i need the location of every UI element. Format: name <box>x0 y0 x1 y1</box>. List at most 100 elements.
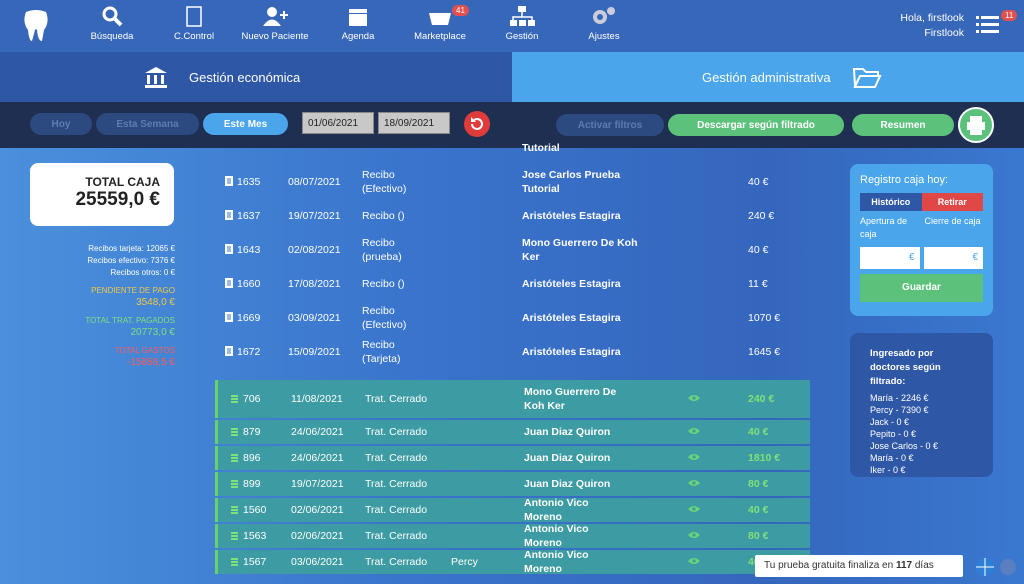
treatment-row[interactable]: 1560 02/06/2021 Trat. Cerrado Antonio Vico … <box>215 497 810 523</box>
summary-button[interactable]: Resumen <box>852 114 954 136</box>
cell: 1660 <box>225 277 260 291</box>
treatment-row[interactable]: 896 24/06/2021 Trat. Cerrado Juan Diaz Quir… <box>215 446 810 470</box>
id: 1567 <box>243 556 267 568</box>
date: 19/07/2021 <box>288 210 341 222</box>
pending-value: 3548,0 € <box>136 297 175 308</box>
view-icon[interactable] <box>688 555 700 569</box>
view-icon[interactable] <box>688 392 700 406</box>
filter-button[interactable]: Esta Semana <box>96 113 199 135</box>
view-icon[interactable] <box>688 477 700 491</box>
withdraw-button[interactable]: Retirar <box>921 193 983 211</box>
id: 706 <box>243 393 261 405</box>
patient: Antonio Vico Moreno <box>524 497 589 523</box>
reset-button[interactable] <box>464 111 490 137</box>
view-icon[interactable] <box>688 503 700 517</box>
cell: 896 <box>230 451 261 465</box>
patient: Juan Diaz Quiron <box>524 452 611 464</box>
amount: 40 € <box>748 504 769 516</box>
cell: 1567 <box>230 555 266 569</box>
receipt-row[interactable]: 1672 15/09/2021 Recibo (Tarjeta) Aristótele… <box>215 335 810 369</box>
icon <box>263 7 288 26</box>
nav-item[interactable]: Ajustes <box>564 5 644 42</box>
type: Trat. Cerrado <box>365 556 428 568</box>
nav-item[interactable]: Nuevo Paciente <box>235 5 315 42</box>
cell: 899 <box>230 477 261 491</box>
treatment-row[interactable]: 706 11/08/2021 Trat. Cerrado Mono Guerrero … <box>215 380 810 418</box>
id: 899 <box>243 478 261 490</box>
amount: 1645 € <box>748 346 781 358</box>
date-input[interactable]: 01/06/2021 <box>302 112 374 134</box>
treatment-icon <box>230 452 243 464</box>
treatment-row[interactable]: 1567 03/06/2021 Trat. Cerrado Percy Antonio … <box>215 549 810 575</box>
nav-item[interactable]: Búsqueda <box>72 5 152 42</box>
date: 11/08/2021 <box>291 393 343 405</box>
help-icons[interactable] <box>975 556 1019 578</box>
cell: 706 <box>230 392 261 406</box>
icon <box>349 9 367 26</box>
filter-button[interactable]: Este Mes <box>203 113 288 135</box>
trial-days: 117 <box>895 560 913 571</box>
tab[interactable]: Gestión económica <box>0 52 512 102</box>
cell: 879 <box>230 425 261 439</box>
id: 1637 <box>237 210 261 222</box>
nav-item[interactable]: C.Control <box>154 5 234 42</box>
view-icon[interactable] <box>688 451 700 465</box>
type: Trat. Cerrado <box>365 393 428 405</box>
treatment-row[interactable]: 1563 02/06/2021 Trat. Cerrado Antonio Vico … <box>215 523 810 549</box>
patient: Antonio Vico Moreno <box>524 549 589 575</box>
view-icon[interactable] <box>688 529 700 543</box>
nav-label: Búsqueda <box>90 31 134 42</box>
filter-button[interactable]: Hoy <box>30 113 92 135</box>
download-button[interactable]: Descargar según filtrado <box>668 114 844 136</box>
menu-icon[interactable] <box>976 14 1000 34</box>
treatment-row[interactable]: 879 24/06/2021 Trat. Cerrado Juan Diaz Quir… <box>215 420 810 444</box>
top-nav: Búsqueda C.Control Nuevo Paciente Agenda… <box>0 0 1024 52</box>
treatment-row[interactable]: 899 19/07/2021 Trat. Cerrado Juan Diaz Quir… <box>215 472 810 496</box>
doctor-item: María - 0 € <box>870 453 914 463</box>
view-icon[interactable] <box>688 425 700 439</box>
patient: Aristóteles Estagira <box>522 210 621 222</box>
receipt-row[interactable]: 1660 17/08/2021 Recibo () Aristóteles Estag… <box>215 267 810 301</box>
type: Recibo (Efectivo) <box>362 305 407 331</box>
closing-input[interactable]: € <box>923 247 983 269</box>
opening-input[interactable]: € <box>860 247 920 269</box>
date-input[interactable]: 18/09/2021 <box>378 112 450 134</box>
trial-banner: Tu prueba gratuita finaliza en 117 días <box>755 555 963 577</box>
id: 1660 <box>237 278 261 290</box>
receipt-row[interactable]: 1643 02/08/2021 Recibo (prueba) Mono Guerre… <box>215 233 810 267</box>
receipt-row[interactable]: 1635 08/07/2021 Recibo (Efectivo) Jose Carl… <box>215 165 810 199</box>
paid-label: TOTAL TRAT. PAGADOS <box>85 316 175 325</box>
tab[interactable]: Gestión administrativa <box>512 52 1024 102</box>
patient: Antonio Vico Moreno <box>524 523 589 549</box>
nav-item[interactable]: Gestión <box>482 5 562 42</box>
receipt-row[interactable]: 1637 19/07/2021 Recibo () Aristóteles Estag… <box>215 199 810 233</box>
print-button[interactable] <box>958 107 994 143</box>
nav-item[interactable]: Agenda <box>318 5 398 42</box>
cell: 1560 <box>230 503 266 517</box>
id: 879 <box>243 426 261 438</box>
patient: Juan Diaz Quiron <box>524 478 611 490</box>
activate-filters[interactable]: Activar filtros <box>556 114 664 136</box>
doctor: Percy <box>451 556 478 568</box>
doctor-item: Jose Carlos - 0 € <box>870 441 939 451</box>
date: 17/08/2021 <box>288 278 341 290</box>
nav-item[interactable]: Marketplace 41 <box>400 5 480 42</box>
logo <box>24 10 48 41</box>
date: 02/06/2021 <box>291 530 344 542</box>
history-button[interactable]: Histórico <box>860 193 922 211</box>
amount: 80 € <box>748 478 769 490</box>
date: 19/07/2021 <box>291 478 344 490</box>
amount: 240 € <box>748 210 775 222</box>
amount: 1810 € <box>748 452 781 464</box>
user-box[interactable]: Hola, firstlook Firstlook <box>900 11 964 41</box>
amount: 40 € <box>748 426 769 438</box>
date: 15/09/2021 <box>288 346 341 358</box>
badge: 41 <box>452 5 469 16</box>
receipt-row[interactable]: 1669 03/09/2021 Recibo (Efectivo) Aristótel… <box>215 301 810 335</box>
cell: 1563 <box>230 529 266 543</box>
cell: 1635 <box>225 175 260 189</box>
save-button[interactable]: Guardar <box>860 274 983 302</box>
amount: 40 € <box>748 244 769 256</box>
date: 03/06/2021 <box>291 556 344 568</box>
